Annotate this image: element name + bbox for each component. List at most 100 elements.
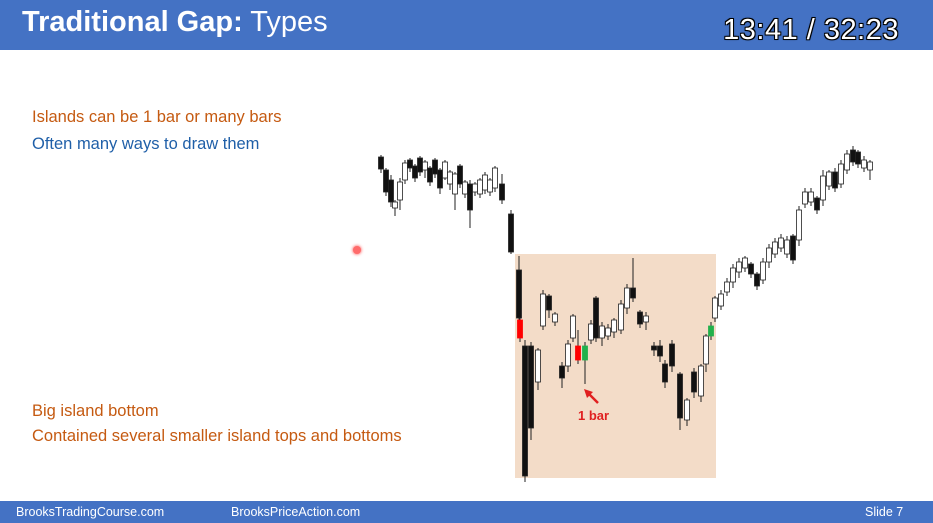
candle-body (383, 169, 389, 193)
header-bar (0, 0, 933, 50)
candles-group (378, 146, 873, 482)
candle-body (850, 149, 856, 163)
candle-body (412, 165, 418, 179)
candle-3 (392, 200, 398, 216)
candle-67 (760, 258, 766, 284)
candle-body (407, 159, 413, 169)
candle-body (517, 319, 523, 339)
candle-2 (388, 175, 394, 207)
candle-48 (643, 312, 649, 330)
candle-body (508, 213, 514, 253)
candle-82 (850, 146, 856, 166)
candle-body (611, 319, 617, 333)
one-bar-label: 1 bar (578, 408, 609, 423)
candle-57 (703, 334, 709, 372)
candle-29 (528, 342, 534, 440)
candle-body (662, 363, 668, 383)
candle-body (778, 237, 784, 249)
candle-body (552, 313, 558, 323)
candle-0 (378, 155, 384, 173)
candle-body (467, 183, 473, 211)
candle-20 (477, 178, 483, 198)
candle-17 (462, 180, 468, 198)
candle-body (748, 263, 754, 275)
candle-body (422, 161, 428, 171)
footer-bar: BrooksTradingCourse.com BrooksPriceActio… (0, 501, 933, 523)
candle-body (462, 181, 468, 195)
candle-69 (772, 238, 778, 258)
candle-37 (575, 330, 581, 364)
candle-56 (698, 364, 704, 402)
candle-68 (766, 244, 772, 268)
candle-72 (790, 234, 796, 264)
candle-52 (669, 340, 675, 372)
candle-84 (861, 156, 867, 172)
candle-55 (691, 368, 697, 398)
candle-11 (432, 158, 438, 178)
candle-body (427, 167, 433, 183)
candle-75 (808, 188, 814, 206)
candle-74 (802, 188, 808, 208)
candle-41 (599, 322, 605, 346)
candle-36 (570, 314, 576, 342)
candle-body (677, 373, 683, 419)
candle-31 (540, 290, 546, 330)
candle-body (442, 161, 448, 179)
candle-body (499, 183, 505, 201)
candle-body (392, 201, 398, 209)
candle-47 (637, 310, 643, 328)
candle-85 (867, 160, 873, 180)
video-timer: 13:41 / 32:23 (723, 14, 899, 46)
candle-59 (712, 296, 718, 322)
candle-body (388, 179, 394, 203)
candle-45 (624, 284, 630, 314)
candle-body (540, 293, 546, 327)
candle-70 (778, 234, 784, 252)
candle-43 (611, 318, 617, 338)
candle-body (397, 181, 403, 201)
candle-64 (742, 256, 748, 272)
candle-body (796, 209, 802, 241)
candle-83 (855, 150, 861, 168)
island-highlight-box (515, 254, 716, 478)
candle-body (570, 315, 576, 339)
candle-51 (662, 360, 668, 388)
candle-76 (814, 196, 820, 214)
candle-44 (618, 300, 624, 334)
candle-body (730, 267, 736, 283)
candle-13 (442, 160, 448, 180)
candle-50 (657, 340, 663, 362)
candle-body (457, 165, 463, 185)
candle-body (516, 269, 522, 319)
candle-body (784, 239, 790, 255)
candle-body (575, 345, 581, 361)
candle-32 (546, 294, 552, 318)
candle-body (535, 349, 541, 383)
candle-body (754, 273, 760, 287)
note-ways: Often many ways to draw them (32, 135, 260, 153)
candle-body (522, 345, 528, 477)
candle-body (582, 345, 588, 361)
candle-65 (748, 262, 754, 278)
footer-site-left: BrooksTradingCourse.com (16, 505, 165, 519)
candle-body (712, 297, 718, 319)
candle-15 (452, 172, 458, 210)
candle-body (477, 179, 483, 195)
candle-body (599, 325, 605, 339)
candle-1 (383, 168, 389, 196)
candle-body (618, 303, 624, 331)
candle-73 (796, 206, 802, 246)
candle-body (482, 174, 488, 191)
candle-body (708, 325, 714, 337)
candle-81 (844, 150, 850, 174)
candle-12 (437, 168, 443, 194)
candle-body (802, 191, 808, 205)
note-big-island: Big island bottom (32, 402, 159, 420)
candle-body (657, 345, 663, 357)
note-contained: Contained several smaller island tops an… (32, 427, 402, 445)
candle-61 (724, 278, 730, 296)
candle-body (808, 191, 814, 203)
note-islands: Islands can be 1 bar or many bars (32, 108, 282, 126)
candle-27 (517, 318, 523, 342)
candle-body (487, 179, 493, 193)
